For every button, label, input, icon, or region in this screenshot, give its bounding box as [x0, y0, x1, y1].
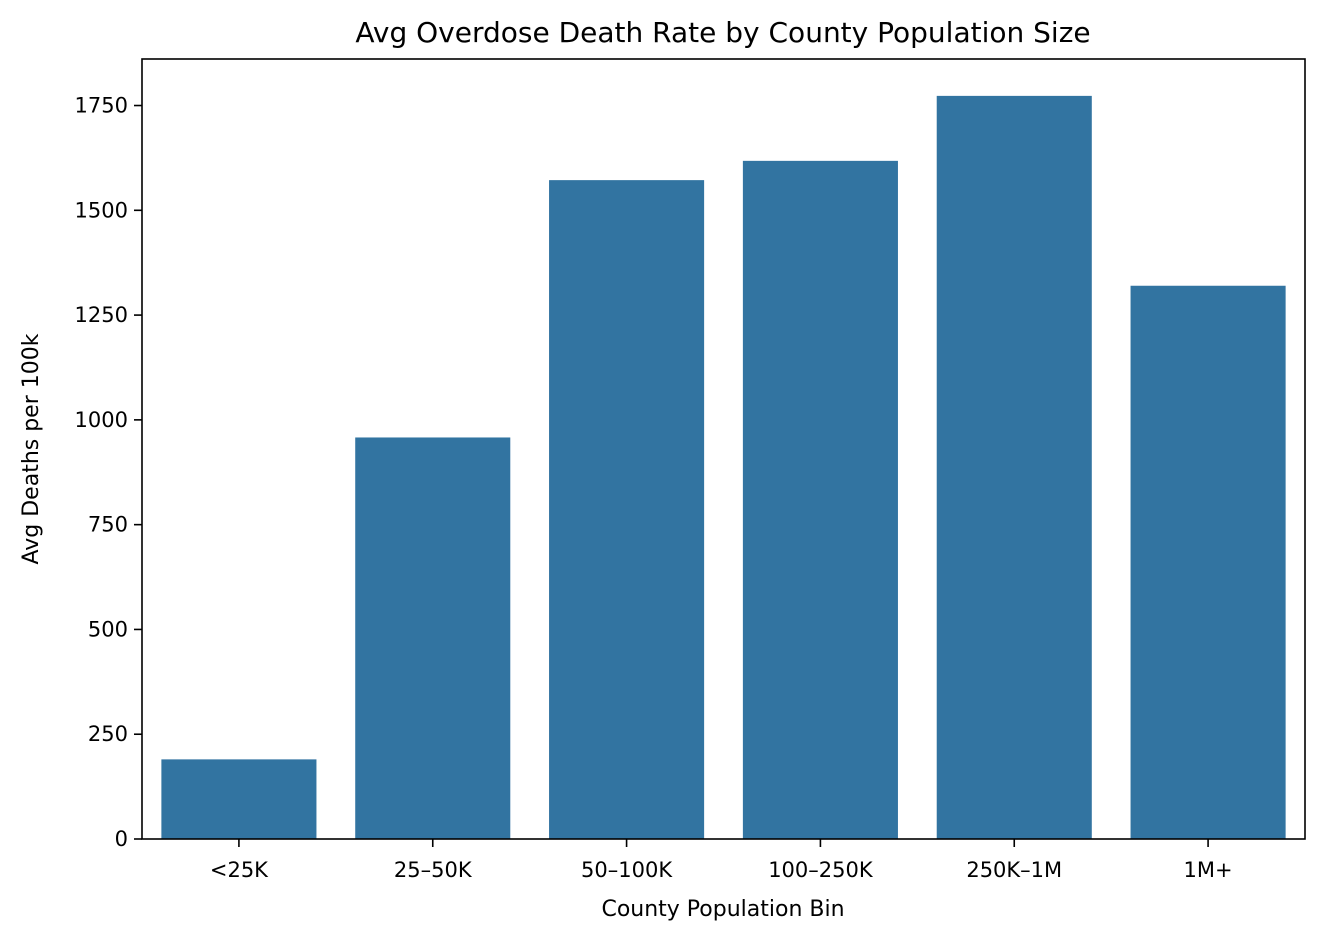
x-tick-label: 25–50K [394, 858, 473, 882]
x-axis-label: County Population Bin [601, 897, 844, 922]
bar-2 [355, 437, 511, 839]
x-axis-ticks: <25K 25–50K 50–100K 100–250K 250K–1M 1M+ [210, 839, 1233, 882]
x-tick-label: 50–100K [581, 858, 673, 882]
bars-group [161, 95, 1286, 840]
y-tick-label: 1000 [75, 408, 128, 432]
plot-frame [141, 58, 1306, 840]
bar-1 [161, 759, 317, 839]
bar-4 [742, 160, 898, 840]
y-axis-label: Avg Deaths per 100k [19, 333, 44, 564]
y-tick-label: 500 [88, 617, 128, 641]
y-tick-label: 250 [88, 722, 128, 746]
y-axis-ticks: 0 250 500 750 1000 1250 1500 1750 [75, 94, 142, 851]
y-tick-label: 1250 [75, 303, 128, 327]
x-tick-label: 1M+ [1184, 858, 1233, 882]
y-tick-label: 0 [115, 827, 128, 851]
x-tick-label: 250K–1M [966, 858, 1062, 882]
y-tick-label: 750 [88, 513, 128, 537]
x-tick-label: 100–250K [768, 858, 874, 882]
y-tick-label: 1750 [75, 94, 128, 118]
chart-title: Avg Overdose Death Rate by County Popula… [355, 16, 1090, 49]
bar-5 [936, 95, 1092, 839]
bar-3 [549, 180, 705, 839]
x-tick-label: <25K [210, 858, 269, 882]
y-tick-label: 1500 [75, 198, 128, 222]
bar-6 [1130, 285, 1286, 839]
